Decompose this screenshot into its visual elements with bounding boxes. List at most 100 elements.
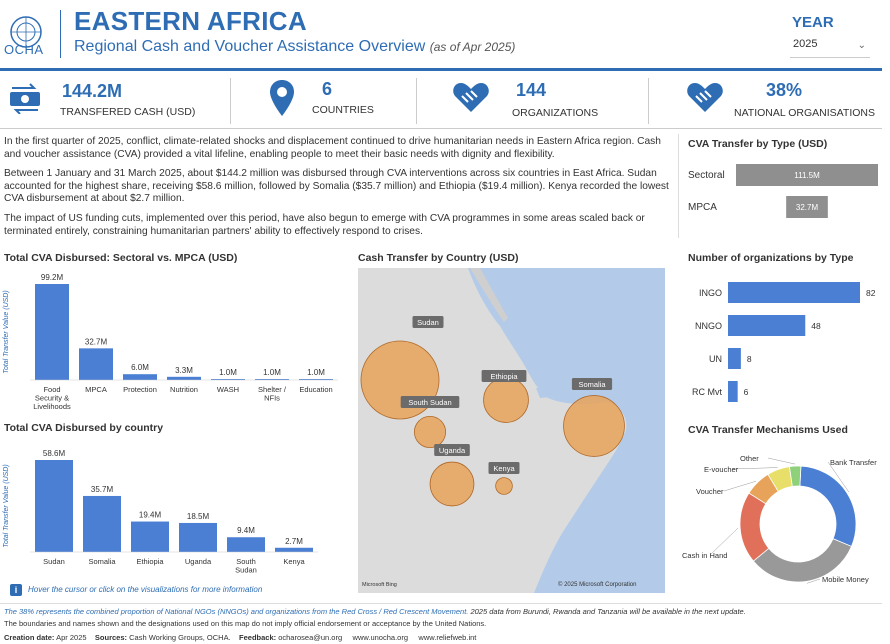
bar-category-label: Ethiopia [136,557,164,566]
link-unocha[interactable]: www.unocha.org [352,633,408,642]
footer-note3: The boundaries and names shown and the d… [4,619,487,628]
type-category-label: Sectoral [688,170,725,181]
org-category-label: NNGO [695,321,722,331]
bar-category-label: MPCA [85,385,107,394]
creation-date: Apr 2025 [56,633,87,642]
org-value-label: 6 [744,387,749,397]
footer-notes: The 38% represents the combined proporti… [4,607,746,616]
header-divider [60,10,61,58]
handshake-heart-icon [687,83,723,112]
bar-value-label: 6.0M [131,363,149,372]
bar-category-label: Somalia [88,557,116,566]
link-reliefweb[interactable]: www.reliefweb.int [418,633,477,642]
header-rule [0,68,882,71]
org-bar[interactable] [728,315,806,336]
kpi-cash-value: 144.2M [62,81,123,101]
country-bubble[interactable] [483,377,529,423]
bar[interactable] [35,284,69,380]
footer-note2: 2025 data from Burundi, Rwanda and Tanza… [470,607,746,616]
bar[interactable] [211,379,245,380]
bar[interactable] [83,495,121,552]
country-tag [481,370,527,382]
bar[interactable] [167,376,201,380]
bar[interactable] [131,521,169,552]
bar[interactable] [35,460,73,552]
sources-label: Sources: [94,633,128,642]
bar-value-label: 1.0M [263,368,281,377]
org-bar[interactable] [728,348,741,369]
country-tag [434,444,470,456]
bar-value-label: 1.0M [219,368,237,377]
map-land [358,268,627,593]
donut-slice[interactable] [788,465,802,487]
sources-text: Cash Working Groups, OCHA. [129,633,231,642]
kpi-separator [230,78,231,124]
bar-category-label: Education [299,385,332,394]
org-bar[interactable] [728,282,860,303]
kpi-countries-label: COUNTRIES [312,104,374,116]
sectoral-chart[interactable]: Total Transfer Value (USD) 99.2M FoodSecur… [0,266,340,416]
org-bar[interactable] [728,381,738,402]
mechanisms-donut[interactable]: Bank Transfer Mobile Money Cash in Hand Vou… [676,440,886,594]
footer-note1: The 38% represents the combined proporti… [4,607,469,616]
org-value-label: 82 [866,288,876,298]
country-tag-label: South Sudan [408,398,451,407]
kpi-bottom-rule [0,128,882,129]
bar[interactable] [227,537,265,552]
bar-value-label: 99.2M [41,273,64,282]
year-value: 2025 [793,38,818,50]
bar-category-label: Nutrition [170,385,198,394]
country-tag-label: Kenya [493,464,515,473]
bar[interactable] [275,547,313,552]
map-pin-icon [270,80,294,116]
bar[interactable] [79,348,113,380]
y-axis-label: Total Transfer Value (USD) [3,464,10,547]
type-bar[interactable] [786,196,828,218]
page-title: EASTERN AFRICA [74,6,307,36]
creation-label: Creation date: [4,633,55,642]
country-tag [571,378,613,390]
bar-category-label: Protection [123,385,157,394]
bar-category-label: Sudan [43,557,65,566]
cva-type-chart[interactable]: Sectoral 111.5M MPCA 32.7M [686,160,882,224]
bar-value-label: 3.3M [175,366,193,375]
orgs-chart[interactable]: INGO 82 NNGO 48 UN 8 RC Mvt 6 [686,276,882,408]
donut-slice[interactable] [799,465,857,547]
feedback-email[interactable]: ocharosea@un.org [278,633,343,642]
country-bubble[interactable] [495,477,513,495]
year-dropdown[interactable]: 2025 ⌄ [790,38,870,58]
bar[interactable] [255,379,289,380]
bar[interactable] [123,374,157,380]
chart-title-country: Total CVA Disbursed by country [4,422,164,434]
bar[interactable] [179,522,217,552]
bar-value-label: 35.7M [91,485,114,494]
chart-title-type: CVA Transfer by Type (USD) [688,138,828,150]
country-tag [400,396,460,408]
country-chart[interactable]: Total Transfer Value (USD) 58.6M Sudan 35.7… [0,438,340,580]
org-logo-text: OCHA [4,42,44,57]
bar[interactable] [299,379,333,380]
country-bubble[interactable] [563,395,625,457]
chevron-down-icon: ⌄ [857,40,866,51]
bubble-map[interactable]: Sudan Somalia Ethiopia Uganda South Sudan Ken… [358,268,665,593]
donut-label: Voucher [696,487,724,496]
donut-label: Cash in Hand [682,551,727,560]
country-bubble[interactable] [413,415,447,449]
un-emblem-icon [10,16,42,48]
country-tag-label: Sudan [417,318,439,327]
kpi-national-label: NATIONAL ORGANISATIONS [734,107,875,119]
asof-text: (as of Apr 2025) [429,40,516,54]
hint-text: Hover the cursor or click on the visuali… [28,585,263,594]
donut-leader [767,457,796,465]
bar-category-label: Sudan [235,566,257,575]
map-logo: Microsoft Bing [362,582,397,588]
bar-category-label: Shelter / [258,385,287,394]
kpi-separator [416,78,417,124]
country-tag-label: Somalia [578,380,606,389]
narrative-p2: Between 1 January and 31 March 2025, abo… [4,168,669,204]
country-bubble[interactable] [429,461,475,507]
chart-title-orgs: Number of organizations by Type [688,252,854,264]
type-bar[interactable] [736,164,878,186]
subtitle-text: Regional Cash and Voucher Assistance Ove… [74,38,426,55]
country-tag-label: Ethiopia [490,372,518,381]
